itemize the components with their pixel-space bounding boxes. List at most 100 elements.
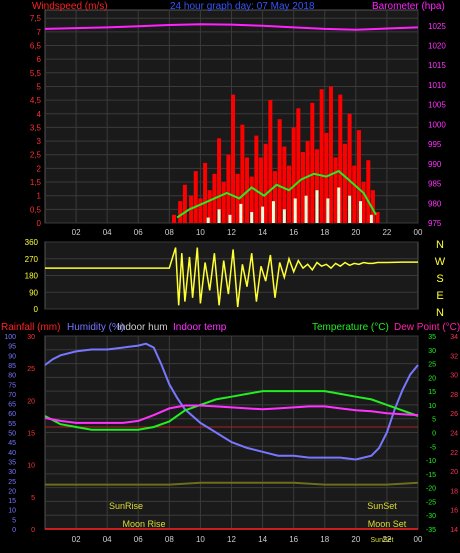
light-wind-bar: [293, 198, 297, 223]
windspeed-y-tick: 5: [37, 82, 42, 91]
barometer-y-tick: 980: [428, 199, 442, 208]
temperature-line: [44, 390, 419, 431]
light-wind-bar: [337, 187, 341, 223]
wind-x-tick: 14: [258, 228, 267, 237]
gust-bar: [198, 198, 203, 223]
gust-bar: [328, 86, 333, 223]
humidity-y-tick: 70: [8, 392, 16, 399]
barometer-y-tick: 1020: [428, 42, 446, 51]
temp-x-tick: 22: [382, 535, 391, 544]
light-wind-bar: [348, 195, 352, 223]
humidity-y-tick: 80: [8, 373, 16, 380]
gust-bar: [338, 94, 343, 224]
barometer-axis-title: Barometer (hpa): [372, 1, 445, 12]
temp-x-tick: 20: [351, 535, 360, 544]
light-wind-bar: [369, 214, 373, 223]
windspeed-y-tick: 6: [37, 55, 42, 64]
moonrise-label: Moon Rise: [122, 519, 165, 529]
gust-bar: [356, 130, 361, 223]
windspeed-y-tick: 7: [37, 28, 42, 37]
barometer-y-tick: 1015: [428, 61, 446, 70]
barometer-y-tick: 985: [428, 180, 442, 189]
gust-bar: [171, 214, 176, 223]
temperature-y-tick: -15: [426, 472, 436, 479]
light-wind-bar: [250, 212, 254, 223]
windspeed-y-tick: 3,5: [30, 123, 42, 132]
gust-bar: [287, 165, 292, 223]
gust-bar: [296, 108, 301, 223]
compass-label: N: [436, 239, 444, 251]
dewpoint-y-tick: 28: [450, 392, 458, 399]
temp-x-tick: 06: [134, 535, 143, 544]
temperature-y-tick: 5: [432, 417, 436, 424]
humidity-y-tick: 90: [8, 353, 16, 360]
light-wind-bar: [326, 198, 330, 223]
gust-bar: [249, 176, 254, 223]
humidity-y-tick: 5: [12, 517, 16, 524]
gust-bar: [231, 94, 236, 224]
windspeed-y-tick: 5,5: [30, 69, 42, 78]
rainfall-y-tick: 15: [27, 431, 35, 438]
windspeed-y-tick: 2: [37, 164, 42, 173]
temperature-y-tick: -35: [426, 527, 436, 534]
temp-x-tick: 14: [258, 535, 267, 544]
gust-bar: [319, 89, 324, 223]
windspeed-y-tick: 4: [37, 110, 42, 119]
windspeed-axis-title: Windspeed (m/s): [32, 1, 108, 12]
gust-bar: [254, 135, 259, 223]
windspeed-y-tick: 4,5: [30, 96, 42, 105]
light-wind-bar: [206, 217, 210, 223]
compass-label: S: [436, 273, 443, 285]
rainfall-y-tick: 10: [27, 463, 35, 470]
gust-bar: [305, 141, 310, 223]
gust-bar: [240, 124, 245, 223]
gust-bar: [375, 212, 380, 223]
compass-label: W: [435, 256, 446, 268]
dewpoint-y-tick: 32: [450, 353, 458, 360]
light-wind-bar: [282, 209, 286, 223]
wind-x-tick: 12: [227, 228, 236, 237]
humidity-y-tick: 25: [8, 479, 16, 486]
gust-bar: [273, 171, 278, 223]
gust-bar: [217, 138, 222, 223]
windspeed-y-tick: 1,5: [30, 178, 42, 187]
barometer-y-tick: 1005: [428, 101, 446, 110]
direction-y-tick: 90: [29, 288, 38, 297]
indoor-temp-line: [44, 404, 419, 424]
avg-wind-line: [176, 169, 377, 219]
rainfall-y-tick: 0: [31, 527, 35, 534]
windspeed-y-tick: 2,5: [30, 151, 42, 160]
temperature-y-tick: -5: [430, 444, 436, 451]
barometer-y-tick: 995: [428, 140, 442, 149]
humidity-y-tick: 20: [8, 488, 16, 495]
gust-bar: [291, 127, 296, 223]
windspeed-y-tick: 0,5: [30, 205, 42, 214]
humidity-y-tick: 85: [8, 363, 16, 370]
gust-bar: [203, 162, 208, 223]
humidity-y-tick: 55: [8, 421, 16, 428]
wind-x-tick: 00: [414, 228, 423, 237]
temperature-y-tick: -10: [426, 458, 436, 465]
gust-bar: [263, 143, 268, 223]
humidity-y-tick: 35: [8, 459, 16, 466]
dewpoint-y-tick: 26: [450, 411, 458, 418]
temperature-y-tick: -30: [426, 513, 436, 520]
barometer-y-tick: 1000: [428, 120, 446, 129]
temperature-y-tick: 15: [428, 389, 436, 396]
wind-x-tick: 02: [72, 228, 81, 237]
wind-x-tick: 10: [196, 228, 205, 237]
gust-bar: [282, 146, 287, 223]
direction-y-tick: 270: [25, 255, 39, 264]
compass-label: N: [436, 307, 444, 319]
light-wind-bar: [217, 209, 221, 223]
direction-y-tick: 360: [25, 238, 39, 247]
humidity-y-tick: 45: [8, 440, 16, 447]
humidity-y-tick: 50: [8, 431, 16, 438]
temp-x-tick: 02: [72, 535, 81, 544]
dewpoint-y-tick: 20: [450, 469, 458, 476]
light-wind-bar: [271, 201, 275, 223]
gust-bar: [221, 182, 226, 223]
rainfall-y-tick: 30: [27, 334, 35, 341]
wind-x-tick: 20: [351, 228, 360, 237]
